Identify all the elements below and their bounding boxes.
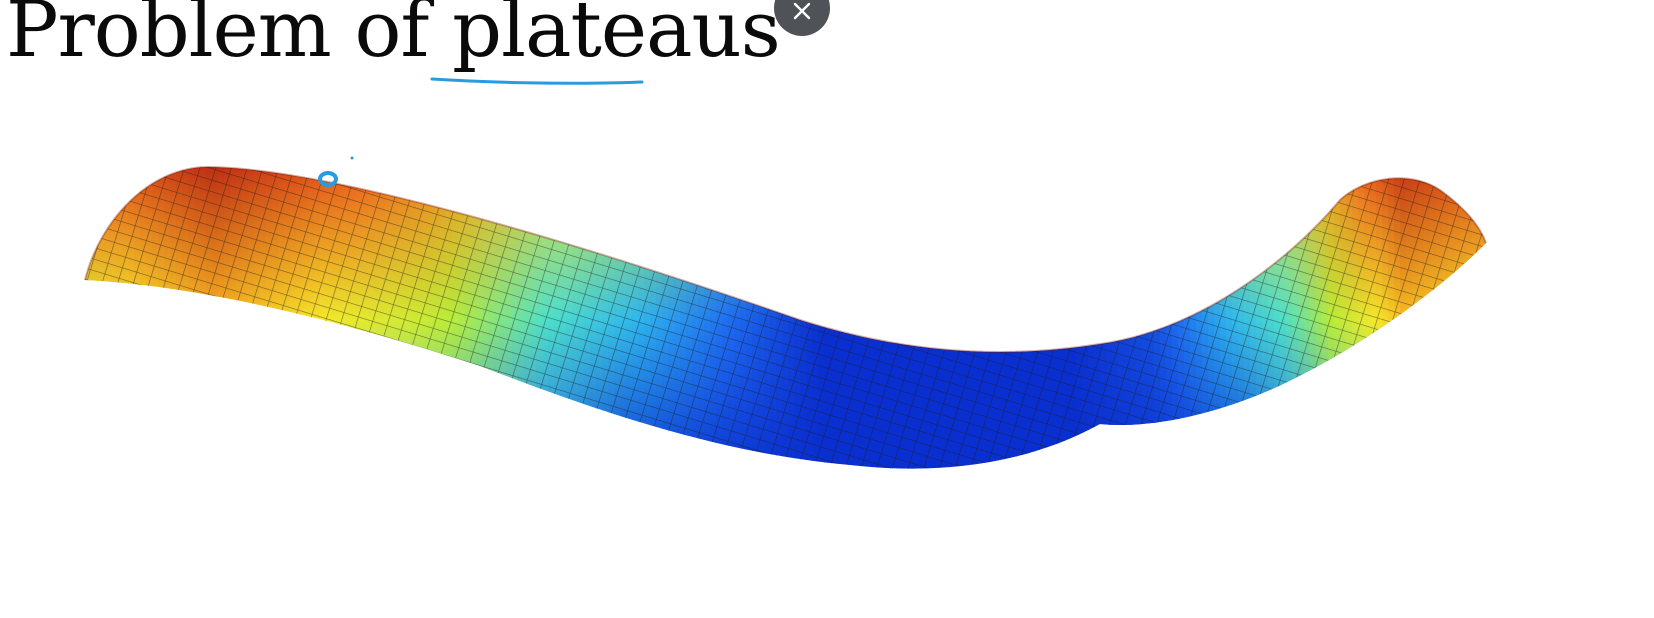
surface-strip bbox=[1106, 166, 1113, 469]
surface-strip bbox=[1472, 166, 1479, 469]
surface-strip bbox=[1160, 166, 1167, 469]
surface-strip bbox=[1088, 166, 1095, 469]
close-icon bbox=[793, 2, 811, 20]
surface-strip bbox=[1166, 166, 1173, 469]
surface-mesh bbox=[84, 165, 1487, 469]
surface-strip bbox=[116, 166, 123, 469]
surface-strip bbox=[92, 166, 99, 469]
surface-grid-lines bbox=[85, 166, 1486, 469]
surface-strip bbox=[1112, 166, 1119, 469]
point-marker bbox=[318, 171, 338, 187]
surface-strip bbox=[1466, 166, 1473, 469]
surface-strip bbox=[86, 166, 93, 469]
surface-strip bbox=[1484, 166, 1486, 469]
title-underline bbox=[430, 77, 644, 85]
surface-strip bbox=[1124, 166, 1131, 469]
surface-strip bbox=[1460, 166, 1467, 469]
surface-strip bbox=[85, 166, 87, 469]
surface-strip bbox=[1100, 166, 1107, 469]
surface-strip bbox=[1118, 166, 1125, 469]
surface-strip bbox=[110, 166, 117, 469]
surface-strip bbox=[1172, 166, 1179, 469]
surface-strip bbox=[1082, 166, 1089, 469]
surface-strip bbox=[1154, 166, 1161, 469]
slide-title: Problem of plateaus bbox=[6, 0, 781, 75]
surface-strip bbox=[1130, 166, 1137, 469]
surface-strip bbox=[1148, 166, 1155, 469]
surface-strip bbox=[1070, 166, 1077, 469]
pen-annotations bbox=[318, 77, 644, 187]
surface-strip bbox=[104, 166, 111, 469]
surface-ridge-edge bbox=[84, 165, 1487, 353]
surface-strip bbox=[1094, 166, 1101, 469]
surface-strip bbox=[1076, 166, 1083, 469]
surface-strip bbox=[1136, 166, 1143, 469]
pen-dot bbox=[350, 156, 354, 160]
surface-strip bbox=[1142, 166, 1149, 469]
surface-strip bbox=[122, 166, 129, 469]
surface-strip bbox=[1478, 166, 1485, 469]
surface-strip bbox=[98, 166, 105, 469]
